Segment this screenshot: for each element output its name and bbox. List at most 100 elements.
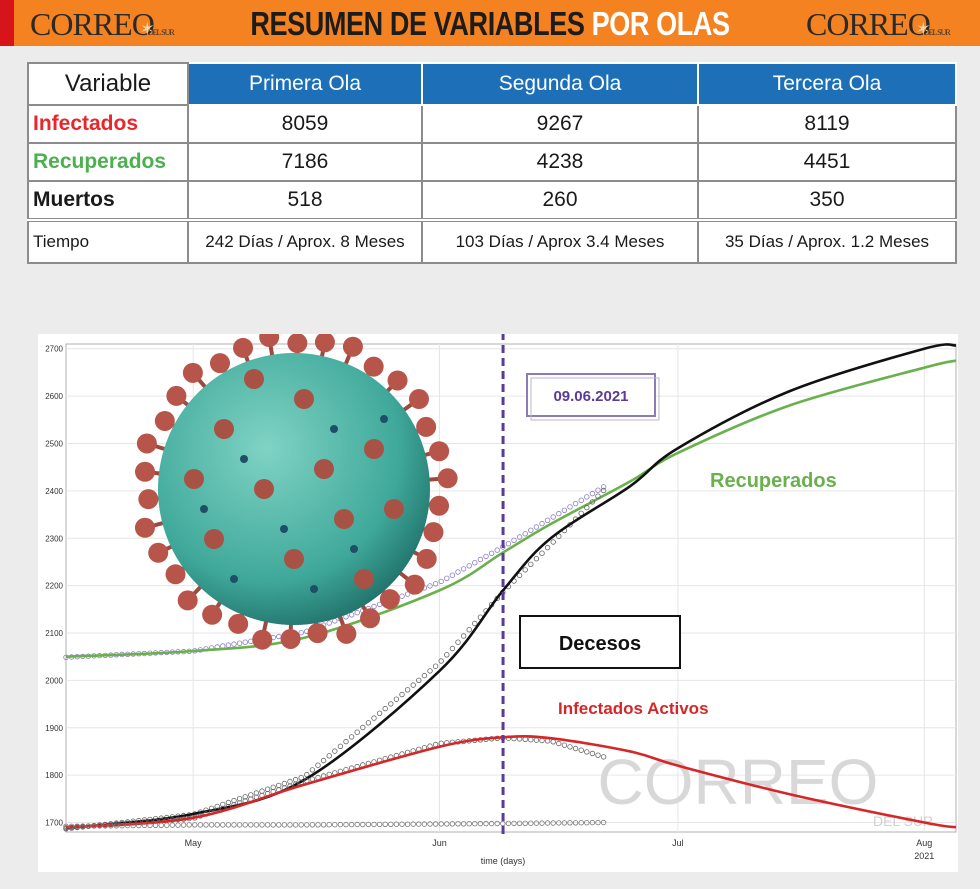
table-cell: 350 [697,180,957,221]
virus-spike [404,574,425,595]
data-point [455,821,461,827]
data-point [270,822,276,828]
data-point [382,821,388,827]
data-point [410,682,416,688]
data-point [449,821,456,827]
y-tick-label: 2300 [45,534,63,543]
data-point [225,822,232,828]
data-point [85,823,92,829]
data-point [522,567,528,573]
data-point [236,822,243,828]
data-point [595,752,601,758]
virus-surface-spike [364,439,384,459]
data-point [309,767,316,773]
data-point [578,820,584,826]
table-row: Recuperados 7186 4238 4451 [27,142,957,182]
virus-spike [429,495,450,516]
column-header: Segunda Ola [421,62,699,106]
data-point [427,821,433,827]
data-point [500,820,506,827]
table-cell: 8059 [187,104,423,144]
data-point [584,820,590,826]
virus-spike [134,461,155,482]
data-point [259,822,265,828]
virus-surface-dot [280,525,288,533]
data-point [589,819,596,826]
data-point [516,534,523,540]
data-point [455,569,461,575]
data-point [533,820,540,826]
header-bar: CORREO✶DEL SUR RESUMEN DE VARIABLES POR … [0,0,980,46]
virus-surface-spike [314,459,334,479]
logo-star-icon: ✶ [139,19,155,39]
label-decesos: Decesos [559,633,641,655]
data-point [80,823,86,829]
data-point [332,748,338,754]
y-tick-label: 2400 [45,487,63,496]
data-point [388,821,394,827]
virus-spike [416,416,437,437]
data-point [130,822,136,829]
data-point [343,738,349,745]
virus-surface-dot [350,545,358,553]
table-row: Tiempo 242 Días / Aprox. 8 Meses 103 Día… [27,218,957,264]
chart-container: CORREO DEL SUR 1700 1800 1900 2000 2100 2200 2… [38,327,958,872]
data-point [208,822,215,828]
data-point [180,822,187,828]
data-point [556,740,562,747]
page-title: RESUMEN DE VARIABLES POR OLAS [88,5,892,43]
data-point [550,820,556,826]
data-point [472,559,478,566]
virus-spike [252,629,273,650]
data-point [505,540,512,547]
data-point [421,821,428,827]
data-point [522,820,528,826]
virus-spike [363,356,384,377]
data-point [365,720,372,726]
data-point [63,823,69,829]
data-point [539,820,545,826]
data-point [124,822,131,829]
data-point [326,822,332,828]
table-header-row: Variable Primera Ola Segunda Ola Tercera… [27,62,957,106]
data-point [494,547,500,553]
data-point [444,575,450,581]
virus-spike [182,362,203,383]
data-point [516,820,523,826]
series-line [65,359,957,658]
data-point [416,821,422,827]
label-recuperados: Recuperados [710,470,837,492]
data-point [376,710,383,716]
data-point [483,820,489,827]
virus-spike [148,542,169,563]
data-point [539,550,545,556]
data-point [589,490,596,497]
virus-spike [314,332,335,353]
data-point [477,556,484,563]
data-point [74,823,80,829]
data-point [164,822,170,828]
logo-right-text: CORREO [806,6,931,42]
y-tick-label: 2200 [45,582,63,591]
data-point [584,494,590,500]
data-point [225,799,232,806]
virus-spike [387,370,408,391]
page-title-dark: RESUMEN DE VARIABLES [250,5,585,42]
virus-spike [165,564,186,585]
data-point [231,822,237,828]
data-point [421,672,428,679]
data-point [382,705,388,712]
page-title-light: POR OLAS [591,5,730,42]
logo-star-icon: ✶ [915,19,931,39]
table-cell: 8119 [697,104,957,144]
data-point [444,821,450,827]
watermark-sub: DEL SUR [873,813,933,829]
virus-spike [166,385,187,406]
data-point [304,822,310,828]
virus-spike [379,589,400,610]
data-point [589,750,596,757]
x-year-label: 2021 [914,851,934,861]
virus-body [158,353,430,625]
data-point [460,821,467,827]
virus-spike [307,623,328,644]
